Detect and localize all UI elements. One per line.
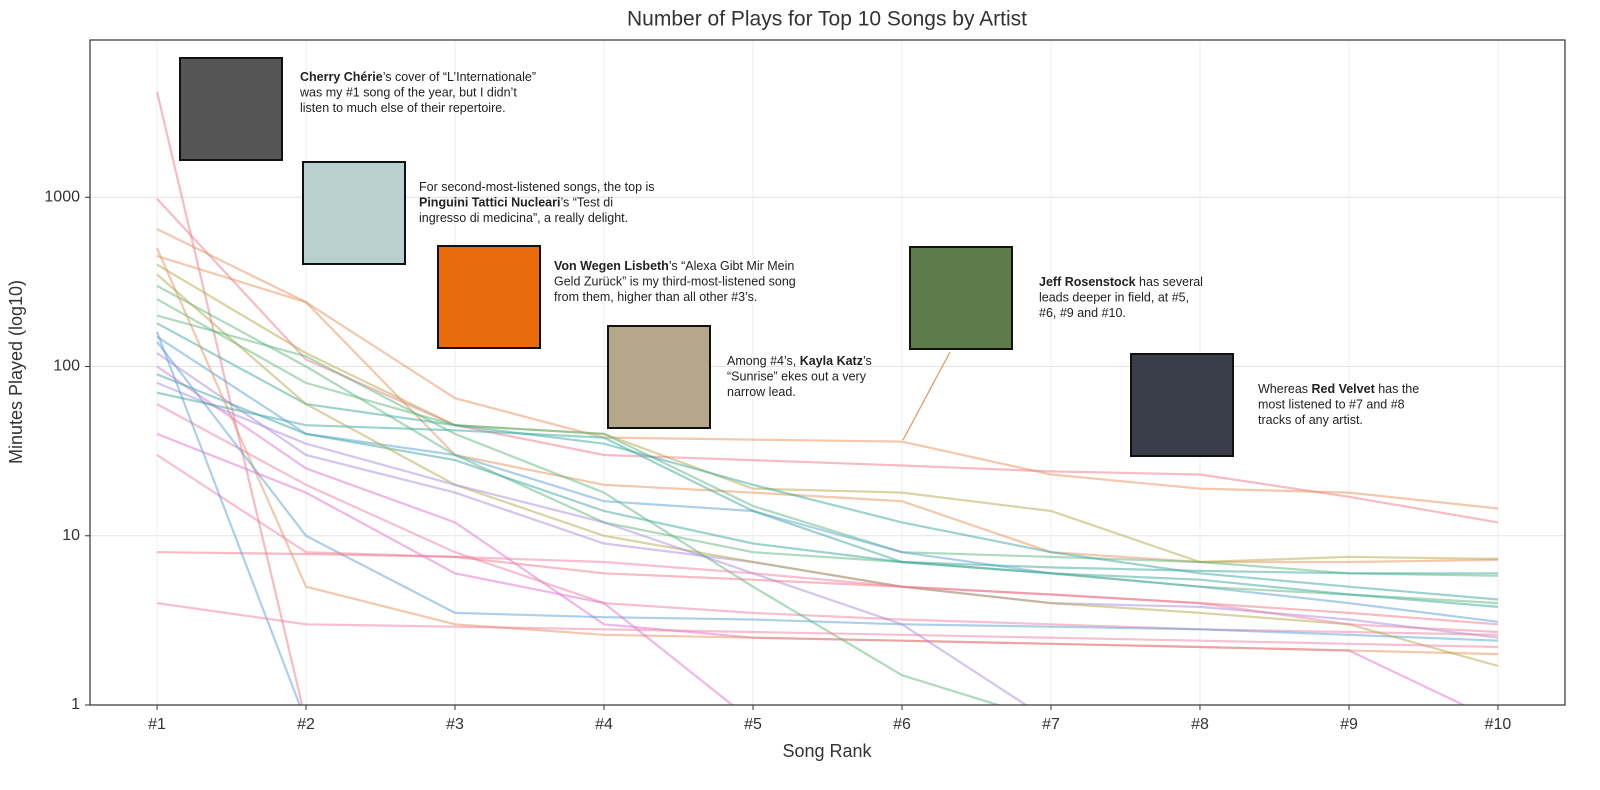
x-axis-label: Song Rank xyxy=(782,741,872,761)
annotation: from them, higher than all other #3’s. xyxy=(554,290,757,304)
y-tick-label: 100 xyxy=(53,358,80,375)
annotation-text: Whereas xyxy=(1258,382,1312,396)
series-line xyxy=(156,381,1028,705)
photo xyxy=(607,325,711,429)
annotation-text: from them, higher than all other #3’s. xyxy=(554,290,757,304)
series-line xyxy=(156,298,1499,577)
series-line xyxy=(156,391,1498,575)
annotation-text: ’s cover of “L’Internationale” xyxy=(383,70,536,84)
annotation-text: Geld Zurück” is my third-most-listened s… xyxy=(554,275,796,289)
annotation: most listened to #7 and #8 xyxy=(1258,398,1405,412)
lines xyxy=(155,91,1499,705)
annotation: was my #1 song of the year, but I didn’t xyxy=(299,86,517,100)
annotation-text: Cherry Chérie xyxy=(300,70,383,84)
annotation-text: tracks of any artist. xyxy=(1258,413,1363,427)
photo xyxy=(1130,353,1234,457)
annotation: listen to much else of their repertoire. xyxy=(300,101,506,115)
annotation-text: narrow lead. xyxy=(727,385,796,399)
annotation-text: Red Velvet xyxy=(1312,382,1376,396)
annotation: narrow lead. xyxy=(727,385,796,399)
photo xyxy=(909,246,1013,350)
annotation-text: ’s xyxy=(863,354,872,368)
annotation-text: ingresso di medicina”, a really delight. xyxy=(419,211,628,225)
photos xyxy=(179,57,1234,457)
annotation: Von Wegen Lisbeth’s “Alexa Gibt Mir Mein xyxy=(554,259,794,273)
annotation-text: was my #1 song of the year, but I didn’t xyxy=(299,86,517,100)
x-tick-label: #2 xyxy=(297,716,315,733)
annotation: #6, #9 and #10. xyxy=(1039,306,1126,320)
series-line xyxy=(156,263,1499,564)
series-line xyxy=(156,432,735,705)
annotation: Geld Zurück” is my third-most-listened s… xyxy=(554,275,796,289)
annotation-text: listen to much else of their repertoire. xyxy=(300,101,506,115)
photo xyxy=(437,245,541,349)
x-tick-label: #10 xyxy=(1485,716,1512,733)
series-line xyxy=(156,341,1499,642)
annotation-text: “Sunrise” ekes out a very xyxy=(727,370,867,384)
annotation: Pinguini Tattici Nucleari’s “Test di xyxy=(419,196,613,210)
series-line xyxy=(156,551,1499,626)
chart-title: Number of Plays for Top 10 Songs by Arti… xyxy=(627,8,1027,31)
annotation: tracks of any artist. xyxy=(1258,413,1363,427)
x-tick-label: #9 xyxy=(1340,716,1358,733)
plot-frame xyxy=(89,39,1566,706)
x-tick-label: #8 xyxy=(1191,716,1209,733)
annotation-text: #6, #9 and #10. xyxy=(1039,306,1126,320)
series-line xyxy=(156,373,1499,608)
annotation: Whereas Red Velvet has the xyxy=(1258,382,1419,396)
photo xyxy=(179,57,283,161)
series-line xyxy=(155,247,1499,656)
annotation: For second-most-listened songs, the top … xyxy=(419,180,655,194)
annotation-text: For second-most-listened songs, the top … xyxy=(419,180,655,194)
annotation: Among #4’s, Kayla Katz’s xyxy=(727,354,872,368)
x-tick-label: #7 xyxy=(1042,716,1060,733)
y-tick-label: 1000 xyxy=(44,189,80,206)
annotation-text: Jeff Rosenstock xyxy=(1039,275,1136,289)
series-line xyxy=(156,273,1499,668)
series-line xyxy=(156,322,1499,601)
photo xyxy=(302,161,406,265)
annotation-text: most listened to #7 and #8 xyxy=(1258,398,1405,412)
x-tick-label: #1 xyxy=(148,716,166,733)
annotation-text: Among #4’s, xyxy=(727,354,800,368)
annotation-text: ’s “Alexa Gibt Mir Mein xyxy=(669,259,795,273)
series-line xyxy=(156,228,1499,564)
series-line xyxy=(155,331,301,705)
annotation: leads deeper in field, at #5, xyxy=(1039,291,1189,305)
leader-line xyxy=(902,351,951,441)
annotation: Cherry Chérie’s cover of “L’Internationa… xyxy=(300,70,536,84)
series-line xyxy=(156,602,1499,649)
annotation: Jeff Rosenstock has several xyxy=(1039,275,1203,289)
annotation-text: has the xyxy=(1375,382,1420,396)
x-tick-label: #3 xyxy=(446,716,464,733)
annotation: “Sunrise” ekes out a very xyxy=(727,370,867,384)
series-line xyxy=(156,314,1002,705)
series-line xyxy=(156,198,1499,524)
annotation-text: Kayla Katz xyxy=(800,354,863,368)
x-tick-label: #6 xyxy=(893,716,911,733)
series-line xyxy=(156,403,1499,636)
series-line xyxy=(156,284,1499,605)
annotation: ingresso di medicina”, a really delight. xyxy=(419,211,628,225)
x-tick-label: #5 xyxy=(744,716,762,733)
annotations: Cherry Chérie’s cover of “L’Internationa… xyxy=(299,70,1419,427)
series-line xyxy=(155,91,304,705)
annotation-text: Pinguini Tattici Nucleari xyxy=(419,196,560,210)
annotation-text: leads deeper in field, at #5, xyxy=(1039,291,1189,305)
annotation-text: has several xyxy=(1136,275,1203,289)
annotation-text: Von Wegen Lisbeth xyxy=(554,259,669,273)
series-line xyxy=(156,254,1499,510)
y-tick-label: 10 xyxy=(62,527,80,544)
x-tick-label: #4 xyxy=(595,716,613,733)
y-tick-label: 1 xyxy=(71,696,80,713)
y-axis-label: Minutes Played (log10) xyxy=(6,280,26,464)
annotation-text: ’s “Test di xyxy=(560,196,613,210)
